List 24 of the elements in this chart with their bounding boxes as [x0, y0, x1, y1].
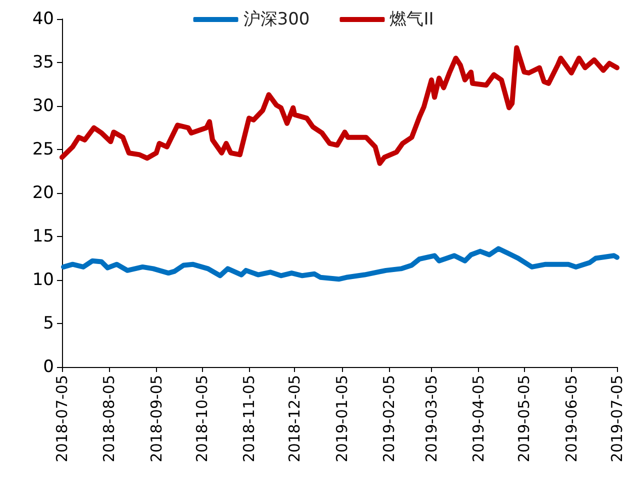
x-tick-label: 2019-01-05	[332, 375, 351, 462]
y-tick-label: 0	[43, 357, 54, 377]
x-tick-label: 2019-03-05	[422, 375, 440, 462]
x-tick-label: 2019-02-05	[380, 375, 398, 462]
x-tick-label: 2019-05-05	[515, 375, 534, 462]
y-tick-label: 5	[43, 314, 54, 334]
y-tick-label: 30	[32, 96, 54, 116]
y-tick-label: 10	[32, 270, 54, 290]
x-tick-label: 2018-12-05	[286, 375, 304, 462]
y-tick-label: 40	[32, 9, 54, 29]
y-tick-label: 15	[32, 226, 54, 246]
x-tick-label: 2018-10-05	[192, 375, 211, 462]
x-tick-label: 2019-07-05	[608, 375, 626, 462]
y-tick-label: 20	[32, 183, 54, 203]
x-tick-label: 2018-08-05	[100, 375, 118, 462]
legend-label: 沪深300	[243, 10, 310, 30]
x-tick-label: 2019-04-05	[470, 375, 488, 462]
legend-label: 燃气II	[390, 10, 434, 30]
x-tick-label: 2019-06-05	[562, 375, 580, 462]
y-tick-label: 35	[32, 52, 54, 72]
x-tick-label: 2018-07-05	[53, 375, 71, 462]
x-tick-label: 2018-11-05	[240, 375, 258, 462]
y-tick-label: 25	[32, 140, 54, 160]
x-tick-label: 2018-09-05	[147, 375, 166, 462]
